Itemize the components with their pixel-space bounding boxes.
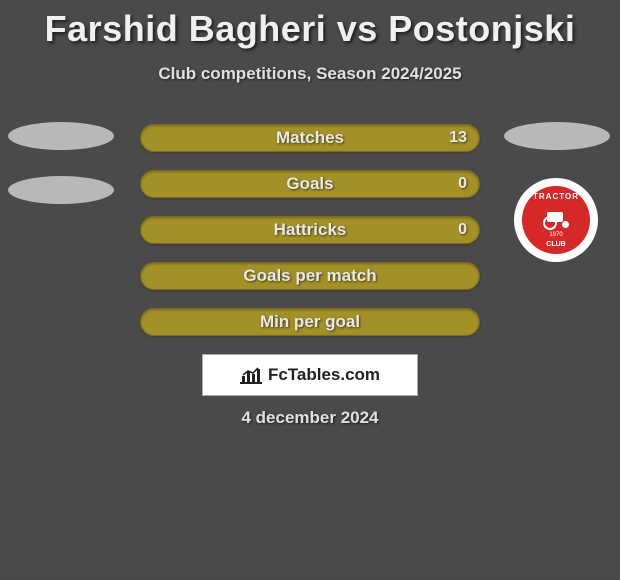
club-badge-inner: TRACTOR 1970 CLUB <box>522 186 590 254</box>
comparison-card: Farshid Bagheri vs Postonjski Club compe… <box>0 0 620 580</box>
stat-value-right: 0 <box>458 175 467 193</box>
right-player-placeholder <box>504 122 610 150</box>
brand-text: FcTables.com <box>268 365 380 385</box>
brand-box[interactable]: FcTables.com <box>202 354 418 396</box>
stat-label: Matches <box>276 128 344 148</box>
club-badge: TRACTOR 1970 CLUB <box>514 178 598 262</box>
player-photo-placeholder <box>8 122 114 150</box>
stat-row: Matches 13 <box>140 124 480 152</box>
stat-row: Goals per match <box>140 262 480 290</box>
stat-row: Min per goal <box>140 308 480 336</box>
stat-label: Goals <box>286 174 333 194</box>
stat-row: Hattricks 0 <box>140 216 480 244</box>
tractor-icon <box>543 210 569 230</box>
club-logo-placeholder <box>8 176 114 204</box>
stat-value-right: 13 <box>449 129 467 147</box>
club-badge-top-text: TRACTOR <box>533 192 579 201</box>
left-player-placeholders <box>8 122 114 230</box>
page-title: Farshid Bagheri vs Postonjski <box>0 0 620 50</box>
chart-icon <box>240 366 262 384</box>
stat-label: Goals per match <box>243 266 376 286</box>
stat-rows: Matches 13 Goals 0 Hattricks 0 Goals per match… <box>140 124 480 354</box>
stat-label: Hattricks <box>274 220 347 240</box>
date-line: 4 december 2024 <box>0 408 620 428</box>
subtitle: Club competitions, Season 2024/2025 <box>0 64 620 84</box>
stat-label: Min per goal <box>260 312 360 332</box>
club-badge-year: 1970 <box>549 232 562 238</box>
stat-row: Goals 0 <box>140 170 480 198</box>
club-badge-bottom-text: CLUB <box>546 241 565 248</box>
stat-value-right: 0 <box>458 221 467 239</box>
